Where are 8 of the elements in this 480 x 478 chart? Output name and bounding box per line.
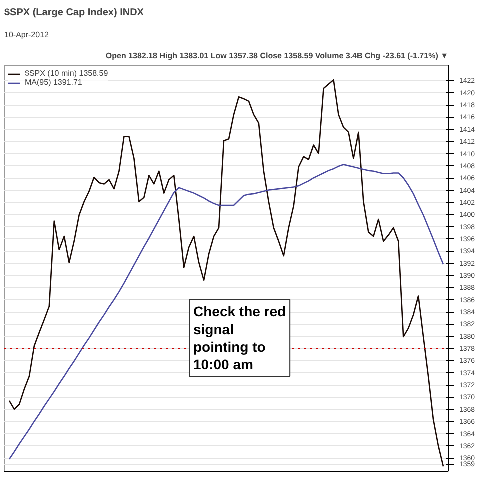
line-series [8, 79, 444, 468]
annotation: Check the red signal pointing to 10:00 am [194, 304, 286, 372]
line-series [8, 164, 444, 460]
chart-subtitle: 10-Apr-2012 [4, 30, 50, 40]
legend-label: MA(95) 1391.71 [25, 78, 82, 87]
chart-title: $SPX (Large Cap Index) INDX [4, 8, 144, 18]
legend-label: $SPX (10 min) 1358.59 [25, 69, 108, 78]
text: Open 1382.18 High 1383.01 Low 1357.38 Close 1358.59 Volume 3.4B Chg -23.61 (-1.71%) ▼ [106, 52, 448, 60]
